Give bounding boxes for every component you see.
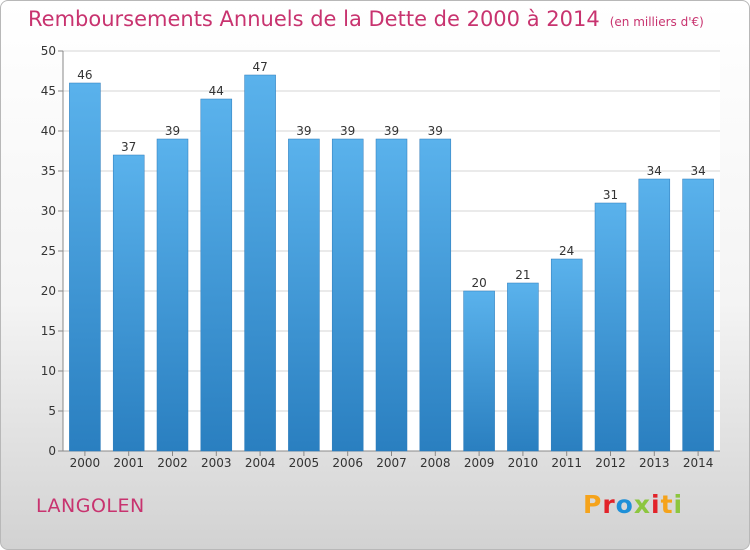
y-tick-label: 35	[41, 164, 56, 178]
x-tick-label: 2007	[376, 456, 407, 470]
x-tick-label: 2005	[289, 456, 320, 470]
logo-letter: t	[660, 490, 674, 519]
bar-value-label: 39	[428, 124, 443, 138]
x-tick-label: 2009	[464, 456, 495, 470]
x-tick-label: 2013	[639, 456, 670, 470]
y-tick-label: 15	[41, 324, 56, 338]
bar-value-label: 21	[515, 268, 530, 282]
bar-value-label: 46	[77, 68, 92, 82]
bar-value-label: 44	[209, 84, 224, 98]
x-tick-label: 2008	[420, 456, 451, 470]
x-tick-label: 2011	[551, 456, 582, 470]
bar-value-label: 24	[559, 244, 574, 258]
y-tick-label: 20	[41, 284, 56, 298]
bar-value-label: 34	[690, 164, 705, 178]
bar-value-label: 39	[340, 124, 355, 138]
bar-value-label: 37	[121, 140, 136, 154]
x-tick-label: 2000	[70, 456, 101, 470]
bar-value-label: 34	[647, 164, 662, 178]
y-tick-label: 5	[48, 404, 56, 418]
x-tick-label: 2012	[595, 456, 626, 470]
y-tick-label: 10	[41, 364, 56, 378]
x-tick-label: 2004	[245, 456, 276, 470]
bar-value-label: 39	[296, 124, 311, 138]
bar-value-label: 39	[384, 124, 399, 138]
bar-value-label: 47	[252, 60, 267, 74]
bar	[331, 138, 364, 452]
bar	[419, 138, 452, 452]
logo-letter: i	[651, 490, 661, 519]
bar	[463, 290, 495, 452]
title-unit: (en milliers d'€)	[609, 15, 704, 29]
y-tick-label: 25	[41, 244, 56, 258]
y-tick-label: 40	[41, 124, 56, 138]
bar	[200, 98, 233, 452]
y-tick-label: 45	[41, 84, 56, 98]
logo-letter: o	[615, 490, 634, 519]
y-tick-label: 0	[48, 444, 56, 458]
x-tick-label: 2010	[508, 456, 539, 470]
bar	[244, 74, 276, 452]
logo-letter: r	[602, 490, 616, 519]
x-tick-label: 2002	[157, 456, 188, 470]
bar-value-label: 20	[471, 276, 486, 290]
logo-letter: x	[633, 490, 651, 519]
bar	[550, 258, 583, 452]
proxiti-logo: Proxiti	[583, 490, 683, 519]
x-tick-label: 2014	[683, 456, 714, 470]
bar	[594, 202, 627, 452]
chart-title: Remboursements Annuels de la Dette de 20…	[28, 7, 704, 31]
bar	[507, 282, 539, 452]
x-tick-label: 2001	[113, 456, 144, 470]
y-tick-label: 30	[41, 204, 56, 218]
bar-value-label: 31	[603, 188, 618, 202]
x-tick-label: 2003	[201, 456, 232, 470]
bar	[288, 138, 320, 452]
title-text: Remboursements Annuels de la Dette de 20…	[28, 7, 600, 31]
bar	[682, 178, 714, 452]
bar	[69, 82, 101, 452]
x-tick-label: 2006	[332, 456, 363, 470]
logo-letter: i	[673, 490, 684, 519]
bar	[638, 178, 671, 452]
bar	[375, 138, 408, 452]
bar	[156, 138, 189, 452]
y-tick-label: 50	[41, 44, 56, 58]
logo-letter: P	[583, 490, 603, 519]
bar	[112, 154, 145, 452]
commune-name: LANGOLEN	[36, 495, 145, 517]
bar-value-label: 39	[165, 124, 180, 138]
